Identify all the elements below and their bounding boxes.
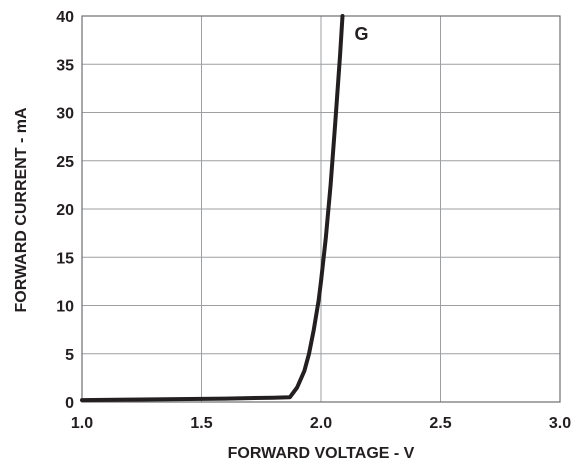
- x-axis-label: FORWARD VOLTAGE - V: [228, 445, 415, 462]
- y-tick-label: 35: [56, 57, 74, 74]
- y-axis-label: FORWARD CURRENT - mA: [13, 107, 30, 312]
- y-tick-label: 25: [56, 154, 74, 171]
- y-tick-label: 40: [56, 9, 74, 26]
- x-tick-label: 3.0: [549, 415, 571, 432]
- x-tick-label: 2.5: [429, 415, 451, 432]
- y-tick-label: 20: [56, 202, 74, 219]
- x-tick-label: 1.0: [71, 415, 93, 432]
- y-tick-label: 15: [56, 250, 74, 267]
- y-tick-label: 10: [56, 299, 74, 316]
- grid-lines: [81, 15, 561, 403]
- y-tick-label: 30: [56, 106, 74, 123]
- y-tick-label: 0: [65, 395, 74, 412]
- x-tick-label: 2.0: [310, 415, 332, 432]
- tick-labels: 1.0 1.5 2.0 2.5 3.0 0 5 10 15 20 25 30 35 40: [56, 9, 571, 432]
- plot-area-frame: [81, 15, 561, 403]
- series-name-label: G: [355, 24, 369, 44]
- series-layer: G: [80, 14, 369, 403]
- x-tick-label: 1.5: [190, 415, 212, 432]
- y-tick-label: 5: [65, 347, 74, 364]
- series-line: [80, 14, 345, 403]
